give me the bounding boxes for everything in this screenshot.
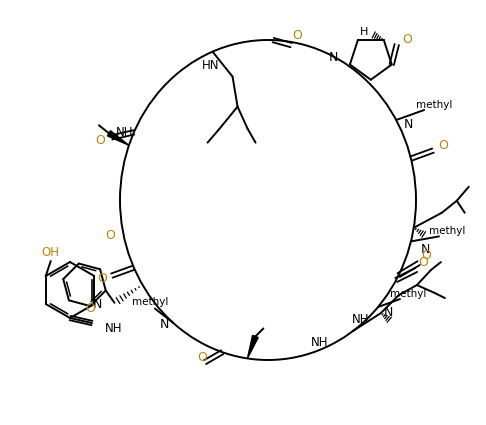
Text: methyl: methyl	[390, 289, 426, 299]
Text: O: O	[438, 139, 448, 152]
Text: NH: NH	[105, 321, 123, 334]
Text: N: N	[383, 306, 393, 319]
Text: O: O	[105, 229, 115, 242]
Text: O: O	[97, 272, 107, 285]
Text: O: O	[418, 255, 428, 269]
Polygon shape	[247, 335, 258, 358]
Text: O: O	[95, 134, 105, 147]
Text: methyl: methyl	[132, 297, 168, 306]
Text: OH: OH	[42, 246, 60, 258]
Text: NH: NH	[116, 125, 134, 139]
Text: N: N	[329, 51, 339, 64]
Text: methyl: methyl	[416, 100, 452, 110]
Text: N: N	[403, 119, 413, 131]
Text: N: N	[420, 243, 430, 256]
Text: NH: NH	[312, 336, 329, 349]
Text: NH: NH	[352, 312, 370, 326]
Text: O: O	[422, 249, 432, 262]
Text: N: N	[92, 298, 102, 311]
Text: O: O	[85, 301, 95, 314]
Text: methyl: methyl	[429, 227, 465, 236]
Text: O: O	[402, 33, 412, 46]
Text: HN: HN	[202, 59, 219, 72]
Polygon shape	[107, 131, 129, 145]
Text: O: O	[197, 351, 207, 364]
Text: N: N	[160, 318, 170, 331]
Text: O: O	[292, 28, 302, 42]
Text: H: H	[360, 27, 368, 37]
